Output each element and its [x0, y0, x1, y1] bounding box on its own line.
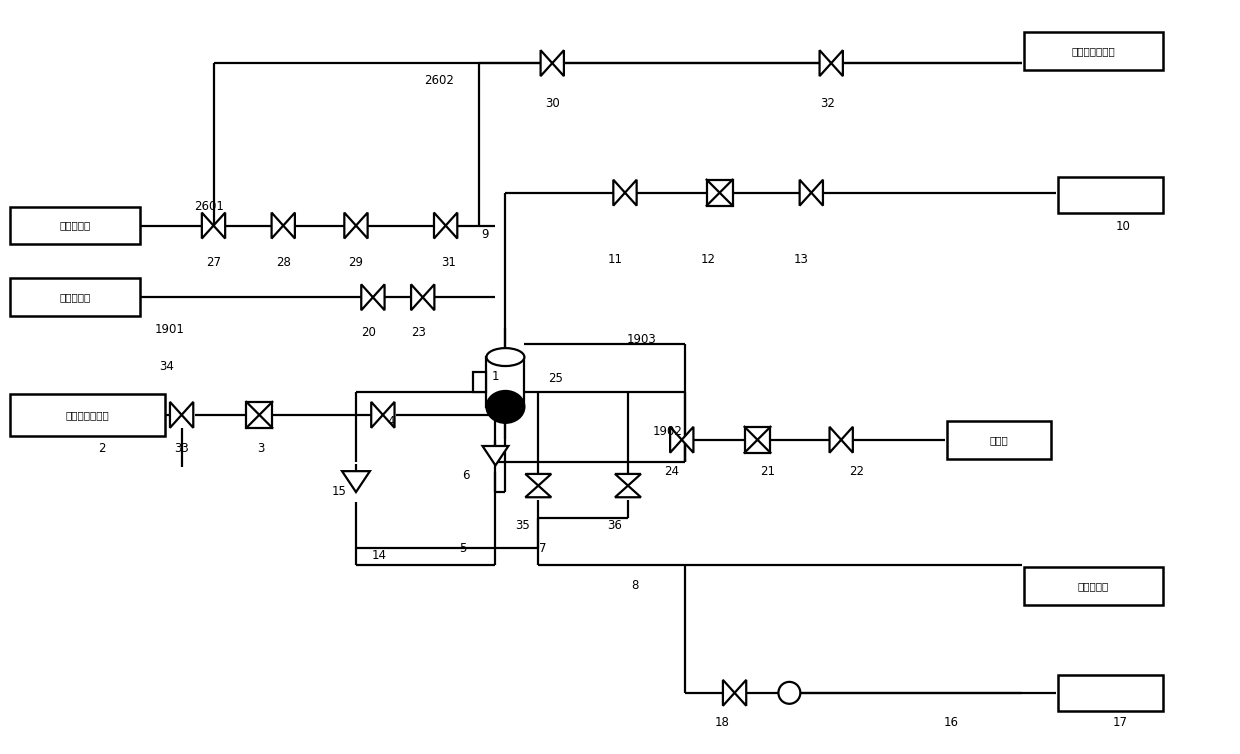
- Bar: [10, 278, 140, 316]
- Polygon shape: [526, 474, 552, 486]
- Text: 蒸汽发生器进口: 蒸汽发生器进口: [1071, 46, 1115, 57]
- Polygon shape: [734, 680, 746, 706]
- Polygon shape: [283, 213, 295, 238]
- Circle shape: [779, 682, 800, 703]
- Text: 31: 31: [441, 256, 456, 269]
- Text: 除氧器: 除氧器: [990, 435, 1008, 445]
- Text: 35: 35: [515, 519, 529, 532]
- Polygon shape: [356, 213, 367, 238]
- Polygon shape: [434, 213, 445, 238]
- Text: 7: 7: [538, 542, 546, 555]
- Text: 34: 34: [159, 360, 174, 372]
- Text: 保温蒸汽源: 保温蒸汽源: [60, 293, 91, 302]
- Polygon shape: [213, 213, 226, 238]
- Polygon shape: [615, 474, 641, 486]
- Polygon shape: [625, 179, 636, 206]
- Text: 27: 27: [206, 256, 221, 269]
- Text: 32: 32: [820, 97, 835, 109]
- Bar: [1023, 567, 1163, 605]
- Bar: [1023, 32, 1163, 70]
- Bar: [1059, 176, 1163, 213]
- Text: 22: 22: [849, 465, 864, 478]
- Text: 冷却蒸汽源: 冷却蒸汽源: [60, 221, 91, 231]
- Text: 4: 4: [387, 415, 394, 428]
- Polygon shape: [445, 213, 458, 238]
- Polygon shape: [682, 427, 693, 452]
- Polygon shape: [361, 284, 373, 310]
- Text: 1902: 1902: [653, 425, 683, 438]
- Polygon shape: [541, 51, 552, 76]
- Text: 21: 21: [760, 465, 775, 478]
- Bar: [744, 427, 770, 452]
- Polygon shape: [800, 179, 811, 206]
- Polygon shape: [526, 486, 552, 497]
- Text: 9: 9: [482, 228, 490, 241]
- Polygon shape: [170, 402, 181, 428]
- Text: 17: 17: [1112, 716, 1127, 729]
- Bar: [486, 357, 525, 407]
- Text: 28: 28: [275, 256, 290, 269]
- Text: 23: 23: [412, 326, 427, 339]
- Text: 29: 29: [348, 256, 363, 269]
- Text: 25: 25: [548, 372, 563, 385]
- Polygon shape: [342, 471, 370, 492]
- Polygon shape: [830, 427, 841, 452]
- Bar: [472, 372, 486, 392]
- Polygon shape: [202, 213, 213, 238]
- Text: 1903: 1903: [627, 333, 657, 345]
- Polygon shape: [482, 446, 508, 465]
- Polygon shape: [423, 284, 434, 310]
- Polygon shape: [811, 179, 823, 206]
- Bar: [1059, 675, 1163, 711]
- Polygon shape: [181, 402, 193, 428]
- Polygon shape: [552, 51, 564, 76]
- Text: 汽轮发电机: 汽轮发电机: [1078, 581, 1109, 591]
- Polygon shape: [412, 284, 423, 310]
- Text: 33: 33: [175, 443, 188, 455]
- Text: 6: 6: [461, 469, 469, 482]
- Bar: [707, 179, 733, 206]
- Polygon shape: [345, 213, 356, 238]
- Polygon shape: [615, 486, 641, 497]
- Text: 2602: 2602: [424, 74, 454, 87]
- Text: 14: 14: [372, 549, 387, 562]
- Polygon shape: [371, 402, 383, 428]
- Bar: [10, 394, 165, 436]
- Ellipse shape: [486, 348, 525, 366]
- Polygon shape: [723, 680, 734, 706]
- Text: 36: 36: [608, 519, 622, 532]
- Text: 12: 12: [701, 253, 715, 266]
- Text: 3: 3: [258, 443, 265, 455]
- Text: 8: 8: [631, 579, 639, 592]
- Ellipse shape: [486, 391, 525, 423]
- Polygon shape: [831, 51, 843, 76]
- Bar: [247, 402, 273, 428]
- Text: 24: 24: [665, 465, 680, 478]
- Text: 2: 2: [98, 443, 105, 455]
- Bar: [947, 421, 1052, 458]
- Polygon shape: [383, 402, 394, 428]
- Text: 15: 15: [331, 485, 346, 498]
- Polygon shape: [670, 427, 682, 452]
- Polygon shape: [373, 284, 384, 310]
- Text: 1: 1: [492, 369, 500, 382]
- Text: 13: 13: [794, 253, 808, 266]
- Polygon shape: [841, 427, 853, 452]
- Text: 11: 11: [608, 253, 622, 266]
- Text: 2601: 2601: [195, 200, 224, 213]
- Polygon shape: [614, 179, 625, 206]
- Text: 1901: 1901: [155, 323, 185, 336]
- Text: 18: 18: [714, 716, 729, 729]
- Polygon shape: [820, 51, 831, 76]
- Text: 10: 10: [1116, 220, 1131, 233]
- Text: 30: 30: [544, 97, 559, 109]
- Text: 16: 16: [944, 716, 959, 729]
- Polygon shape: [272, 213, 283, 238]
- Text: 5: 5: [459, 542, 466, 555]
- Bar: [10, 207, 140, 244]
- Text: 蒸汽发生器出口: 蒸汽发生器出口: [66, 410, 109, 420]
- Text: 20: 20: [362, 326, 377, 339]
